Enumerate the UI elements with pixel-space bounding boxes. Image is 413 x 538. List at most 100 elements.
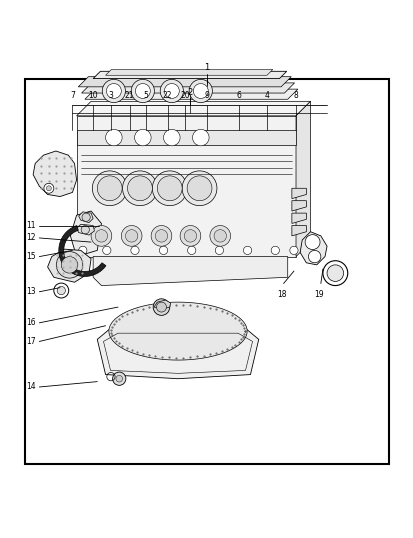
Circle shape bbox=[127, 176, 152, 201]
Text: 22: 22 bbox=[163, 91, 172, 100]
Circle shape bbox=[164, 83, 179, 98]
Circle shape bbox=[135, 83, 150, 98]
Circle shape bbox=[192, 129, 209, 146]
Circle shape bbox=[326, 265, 343, 281]
Polygon shape bbox=[81, 83, 294, 93]
Text: 16: 16 bbox=[26, 318, 36, 327]
Circle shape bbox=[153, 299, 169, 315]
Circle shape bbox=[187, 176, 211, 201]
Polygon shape bbox=[109, 302, 247, 360]
Text: 19: 19 bbox=[313, 289, 323, 299]
Circle shape bbox=[152, 171, 187, 206]
Polygon shape bbox=[295, 101, 310, 257]
Circle shape bbox=[131, 246, 139, 254]
Polygon shape bbox=[76, 224, 94, 235]
Circle shape bbox=[125, 230, 138, 242]
Text: 21: 21 bbox=[125, 91, 134, 100]
Polygon shape bbox=[105, 69, 272, 75]
Circle shape bbox=[91, 225, 112, 246]
Circle shape bbox=[121, 225, 142, 246]
Polygon shape bbox=[78, 77, 290, 87]
Polygon shape bbox=[93, 257, 287, 286]
Circle shape bbox=[163, 129, 180, 146]
Text: 9: 9 bbox=[204, 91, 209, 100]
Circle shape bbox=[134, 129, 151, 146]
Circle shape bbox=[82, 213, 90, 222]
Polygon shape bbox=[291, 225, 306, 236]
Text: 15: 15 bbox=[26, 252, 36, 261]
Circle shape bbox=[289, 246, 297, 254]
Circle shape bbox=[122, 171, 157, 206]
Circle shape bbox=[102, 80, 125, 103]
Circle shape bbox=[180, 225, 200, 246]
Circle shape bbox=[159, 246, 167, 254]
Text: 14: 14 bbox=[26, 383, 36, 392]
Circle shape bbox=[156, 302, 166, 312]
Circle shape bbox=[105, 129, 122, 146]
Circle shape bbox=[304, 235, 319, 250]
Circle shape bbox=[44, 183, 54, 193]
Text: 8: 8 bbox=[293, 91, 298, 100]
Circle shape bbox=[116, 376, 122, 382]
Text: 1: 1 bbox=[204, 63, 209, 72]
Text: 10: 10 bbox=[88, 91, 98, 100]
Circle shape bbox=[308, 250, 320, 263]
Circle shape bbox=[57, 286, 65, 295]
Text: 2: 2 bbox=[188, 88, 192, 97]
Circle shape bbox=[209, 225, 230, 246]
Polygon shape bbox=[291, 213, 306, 223]
Circle shape bbox=[151, 225, 171, 246]
Text: 5: 5 bbox=[143, 91, 148, 100]
Text: 12: 12 bbox=[26, 233, 36, 243]
Circle shape bbox=[215, 246, 223, 254]
Circle shape bbox=[243, 246, 251, 254]
Text: 13: 13 bbox=[26, 287, 36, 296]
Text: 6: 6 bbox=[236, 91, 241, 100]
Circle shape bbox=[46, 186, 51, 191]
Polygon shape bbox=[291, 201, 306, 211]
Circle shape bbox=[184, 230, 196, 242]
Circle shape bbox=[131, 80, 154, 103]
Text: 4: 4 bbox=[264, 91, 269, 100]
Circle shape bbox=[92, 171, 127, 206]
Polygon shape bbox=[291, 188, 306, 199]
Polygon shape bbox=[154, 300, 170, 309]
Circle shape bbox=[97, 176, 122, 201]
Polygon shape bbox=[299, 232, 326, 265]
Text: 20: 20 bbox=[180, 91, 190, 100]
Text: 3: 3 bbox=[108, 91, 113, 100]
Text: 11: 11 bbox=[26, 221, 36, 230]
Polygon shape bbox=[33, 151, 76, 196]
Polygon shape bbox=[97, 329, 258, 379]
Polygon shape bbox=[59, 225, 106, 277]
Circle shape bbox=[193, 83, 208, 98]
Circle shape bbox=[78, 246, 87, 254]
Circle shape bbox=[189, 80, 212, 103]
Polygon shape bbox=[78, 212, 93, 223]
Circle shape bbox=[155, 230, 167, 242]
Circle shape bbox=[160, 80, 183, 103]
Polygon shape bbox=[93, 72, 286, 79]
Circle shape bbox=[95, 230, 107, 242]
Circle shape bbox=[187, 246, 195, 254]
Polygon shape bbox=[47, 249, 91, 282]
Circle shape bbox=[214, 230, 226, 242]
Circle shape bbox=[102, 246, 111, 254]
Circle shape bbox=[112, 372, 126, 385]
Text: 17: 17 bbox=[26, 337, 36, 346]
Text: 18: 18 bbox=[276, 289, 285, 299]
Polygon shape bbox=[76, 116, 295, 257]
Circle shape bbox=[81, 225, 89, 234]
Circle shape bbox=[106, 83, 121, 98]
Circle shape bbox=[182, 171, 216, 206]
Polygon shape bbox=[76, 101, 310, 116]
Bar bbox=[25, 79, 388, 464]
Circle shape bbox=[157, 176, 182, 201]
Polygon shape bbox=[70, 211, 101, 257]
Bar bbox=[76, 130, 295, 145]
Circle shape bbox=[271, 246, 279, 254]
Circle shape bbox=[61, 257, 78, 273]
Polygon shape bbox=[85, 89, 297, 99]
Circle shape bbox=[56, 252, 83, 278]
Text: 7: 7 bbox=[70, 91, 75, 100]
